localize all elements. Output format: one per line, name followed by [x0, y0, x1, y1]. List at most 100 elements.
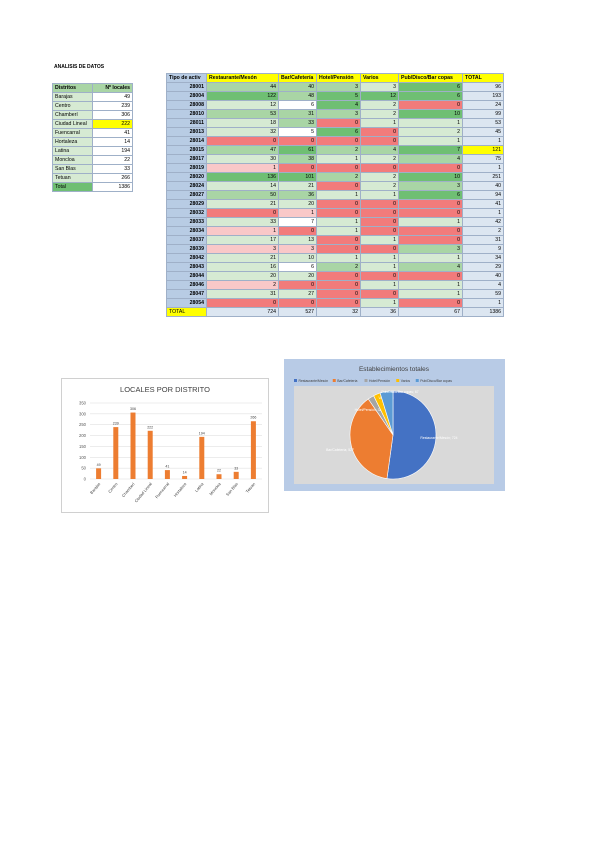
row-total-cell: 40 [462, 271, 504, 281]
postal-code-cell: 28019 [166, 163, 207, 173]
value-cell: 1 [398, 217, 463, 227]
total-value-cell: 724 [206, 307, 279, 317]
value-cell: 0 [316, 163, 361, 173]
district-count: 22 [92, 155, 133, 165]
value-cell: 21 [206, 253, 279, 263]
table-row: 28032 0 1 0 0 0 1 [166, 208, 504, 218]
value-cell: 6 [316, 127, 361, 137]
pie-data-label: Bar/Cafetería; 527 [326, 448, 354, 452]
value-cell: 0 [398, 100, 463, 110]
value-cell: 2 [360, 172, 399, 182]
value-cell: 1 [360, 190, 399, 200]
postal-code-cell: 28039 [166, 244, 207, 254]
district-table: Distritos Nº locales Barajas 49 Centro 239 Cha… [52, 83, 133, 192]
y-tick-label: 100 [79, 455, 87, 460]
value-cell: 6 [278, 100, 317, 110]
value-cell: 0 [360, 271, 399, 281]
postal-code-cell: 28037 [166, 235, 207, 245]
row-total-cell: 53 [462, 118, 504, 128]
value-cell: 36 [278, 190, 317, 200]
bar-data-label: 41 [165, 465, 169, 469]
main-header-cell: Varios [360, 73, 399, 83]
y-tick-label: 350 [79, 401, 87, 406]
value-cell: 30 [206, 154, 279, 164]
bar-data-label: 22 [217, 469, 221, 473]
total-row: TOTAL 724 527 32 36 67 1386 [166, 307, 504, 317]
table-row: Hortaleza 14 [52, 137, 133, 147]
postal-code-cell: 28042 [166, 253, 207, 263]
postal-code-cell: 28010 [166, 109, 207, 119]
postal-code-cell: 28033 [166, 217, 207, 227]
value-cell: 0 [278, 136, 317, 146]
value-cell: 20 [206, 271, 279, 281]
legend-swatch [294, 379, 297, 382]
row-total-cell: 96 [462, 82, 504, 92]
value-cell: 1 [398, 136, 463, 146]
value-cell: 48 [278, 91, 317, 101]
value-cell: 0 [360, 217, 399, 227]
value-cell: 13 [278, 235, 317, 245]
district-name: Latina [52, 146, 93, 156]
row-total-cell: 24 [462, 100, 504, 110]
legend-entry: Bar/Cafetería [337, 379, 357, 383]
value-cell: 0 [316, 244, 361, 254]
value-cell: 0 [278, 226, 317, 236]
value-cell: 0 [316, 235, 361, 245]
value-cell: 3 [398, 244, 463, 254]
value-cell: 1 [360, 262, 399, 272]
value-cell: 31 [278, 109, 317, 119]
district-count: 222 [92, 119, 133, 129]
value-cell: 1 [398, 280, 463, 290]
value-cell: 53 [206, 109, 279, 119]
bar [233, 471, 239, 479]
x-tick-label: Centro [107, 481, 119, 494]
bar [216, 474, 222, 479]
row-total-cell: 40 [462, 181, 504, 191]
table-row: Chamberí 306 [52, 110, 133, 120]
value-cell: 7 [398, 145, 463, 155]
value-cell: 1 [398, 289, 463, 299]
value-cell: 12 [360, 91, 399, 101]
table-row: 28054 0 0 0 1 0 1 [166, 298, 504, 308]
district-name: Barajas [52, 92, 93, 102]
pie-chart-title: Establecimientos totales [359, 366, 430, 373]
value-cell: 6 [278, 262, 317, 272]
postal-code-cell: 28054 [166, 298, 207, 308]
value-cell: 31 [206, 289, 279, 299]
pie-chart-establecimientos: Establecimientos totales Restaurante/Mesó… [284, 359, 505, 491]
row-total-cell: 2 [462, 226, 504, 236]
district-name: Chamberí [52, 110, 93, 120]
bar [250, 421, 256, 479]
value-cell: 0 [398, 199, 463, 209]
value-cell: 0 [398, 163, 463, 173]
y-tick-label: 50 [81, 466, 86, 471]
main-header-cell: Pub/Disco/Bar copas [398, 73, 463, 83]
x-tick-label: Latina [194, 481, 205, 493]
postal-code-cell: 28046 [166, 280, 207, 290]
bar-chart-title: LOCALES POR DISTRITO [120, 385, 210, 394]
postal-code-cell: 28034 [166, 226, 207, 236]
value-cell: 1 [360, 253, 399, 263]
main-header-cell: Hotel/Pensión [316, 73, 361, 83]
value-cell: 1 [316, 253, 361, 263]
row-total-cell: 94 [462, 190, 504, 200]
bar [199, 436, 205, 479]
value-cell: 2 [360, 100, 399, 110]
value-cell: 0 [206, 208, 279, 218]
postal-code-cell: 28015 [166, 145, 207, 155]
pie-data-label: Pub/Disco/Bar copas; 67 [381, 390, 418, 394]
total-value-cell: 32 [316, 307, 361, 317]
row-total-cell: 41 [462, 199, 504, 209]
district-count: 14 [92, 137, 133, 147]
value-cell: 122 [206, 91, 279, 101]
value-cell: 1 [316, 190, 361, 200]
value-cell: 2 [316, 262, 361, 272]
postal-code-cell: 28013 [166, 127, 207, 137]
legend-entry: Hotel/Pensión [369, 379, 390, 383]
postal-code-cell: 28029 [166, 199, 207, 209]
row-total-cell: 1 [462, 163, 504, 173]
table-row: 28039 3 3 0 0 3 9 [166, 244, 504, 254]
total-value-cell: 1386 [462, 307, 504, 317]
legend-swatch [415, 379, 419, 382]
value-cell: 32 [206, 127, 279, 137]
